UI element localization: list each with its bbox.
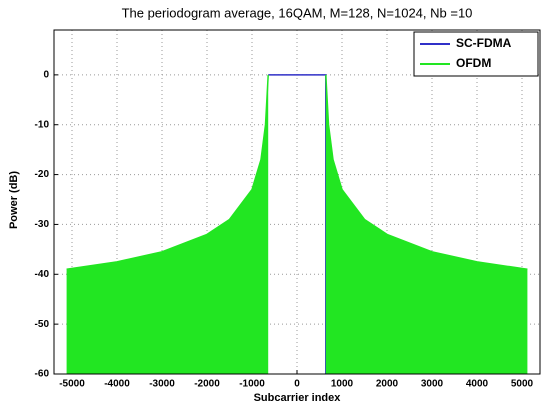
x-tick-label: -3000 (149, 379, 175, 390)
series-line (66, 74, 269, 271)
x-tick-label: 1000 (331, 379, 354, 390)
legend-box (413, 31, 539, 77)
y-tick-label: -20 (35, 169, 50, 180)
x-tick-label: -4000 (104, 379, 130, 390)
x-axis-label: Subcarrier index (254, 392, 342, 404)
y-tick-label: -30 (35, 219, 50, 230)
x-tick-label: 5000 (511, 379, 534, 390)
x-tick-label: 0 (294, 379, 300, 390)
x-tick-label: 4000 (466, 379, 489, 390)
y-tick-label: -60 (35, 369, 50, 380)
series-line (325, 74, 528, 271)
plot-lines (66, 74, 528, 374)
y-tick-label: -10 (35, 119, 50, 130)
legend-label: SC-FDMA (456, 36, 512, 50)
y-tick-label: -50 (35, 319, 50, 330)
y-axis-label: Power (dB) (8, 171, 20, 229)
x-tick-label: -1000 (239, 379, 265, 390)
x-tick-label: 2000 (376, 379, 399, 390)
x-tick-label: 3000 (421, 379, 444, 390)
plot-frame (53, 29, 541, 375)
series-area (325, 74, 528, 374)
chart-title: The periodogram average, 16QAM, M=128, N… (122, 5, 473, 20)
legend-label: OFDM (456, 56, 491, 70)
y-tick-label: 0 (43, 70, 49, 81)
x-tick-label: -5000 (59, 379, 85, 390)
x-tick-label: -2000 (194, 379, 220, 390)
y-tick-label: -40 (35, 269, 50, 280)
series-area (66, 74, 269, 374)
